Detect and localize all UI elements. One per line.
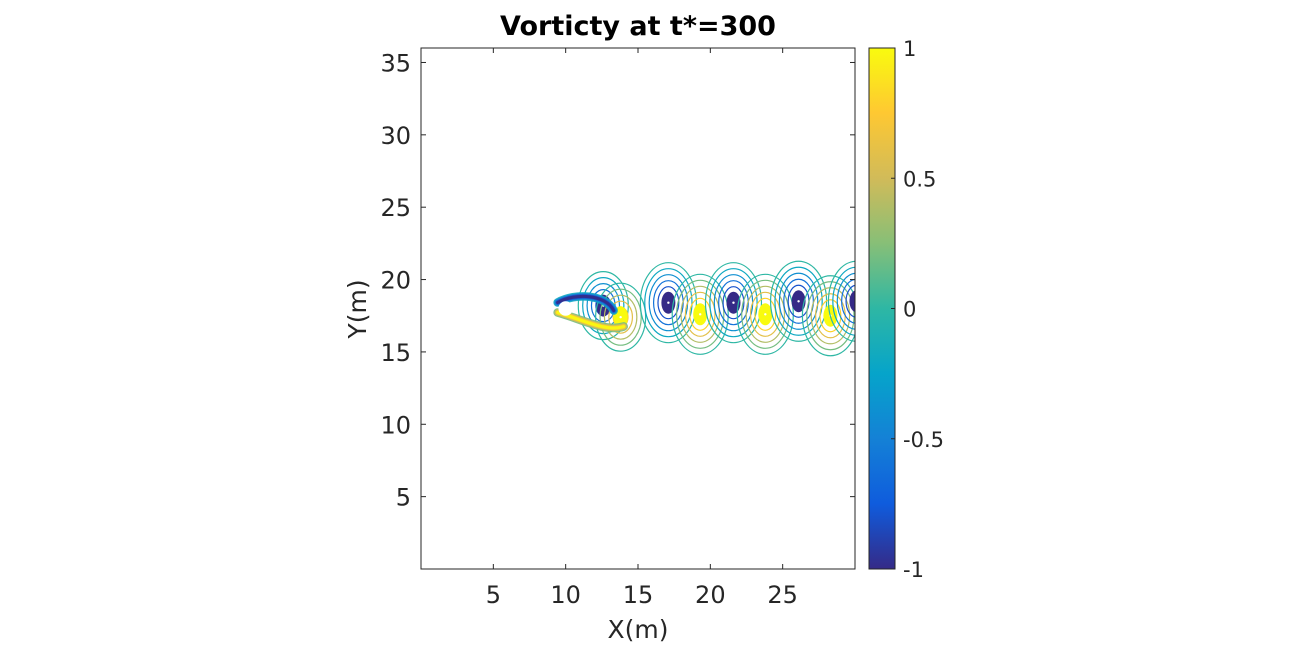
vortex-center-point bbox=[797, 300, 800, 303]
colorbar-tick-label: -0.5 bbox=[903, 428, 944, 452]
contour-line bbox=[722, 286, 745, 320]
contour-line bbox=[832, 266, 855, 336]
contour-line bbox=[657, 286, 680, 320]
y-tick-label: 10 bbox=[380, 411, 411, 439]
vortex-center-point bbox=[667, 301, 670, 304]
shear-layer-contour bbox=[556, 294, 616, 312]
y-tick-label: 20 bbox=[380, 267, 411, 295]
contour-line bbox=[704, 262, 763, 344]
colorbar-tick-label: 0 bbox=[903, 298, 916, 322]
y-axis-ticks: 5 10 15 20 25 30 35 bbox=[380, 49, 855, 512]
y-tick-label: 15 bbox=[380, 339, 411, 367]
y-tick-label: 35 bbox=[380, 49, 411, 77]
contour-line bbox=[774, 266, 823, 336]
contour-line bbox=[599, 288, 642, 346]
contour-line bbox=[745, 285, 786, 343]
plot-area bbox=[421, 48, 855, 569]
x-axis-ticks: 5 10 15 20 25 bbox=[486, 48, 798, 609]
contour-line bbox=[749, 291, 781, 337]
vortex-contour-group bbox=[827, 260, 857, 342]
vortex-center-point bbox=[732, 301, 735, 304]
contour-line bbox=[841, 278, 855, 324]
colorbar-tick-label: 1 bbox=[903, 37, 916, 61]
vortex-contour-group bbox=[736, 273, 794, 355]
contour-line bbox=[671, 273, 729, 355]
contour-line bbox=[836, 272, 855, 330]
x-axis-label: X(m) bbox=[608, 615, 669, 644]
vortex-contour-group bbox=[671, 273, 729, 355]
chart-title: Vorticty at t*=300 bbox=[500, 11, 776, 42]
colorbar bbox=[868, 47, 896, 570]
cylinder bbox=[558, 301, 573, 316]
colorbar-tick-label: 0.5 bbox=[903, 167, 936, 191]
contour-line bbox=[595, 282, 647, 352]
colorbar-ticks: 1 0.5 0 -0.5 -1 bbox=[891, 37, 944, 582]
contour-line bbox=[709, 268, 758, 338]
contour-line bbox=[845, 284, 855, 318]
x-tick-label: 5 bbox=[486, 581, 501, 609]
vortex-center-point bbox=[855, 300, 857, 302]
contour-line bbox=[801, 275, 855, 357]
contour-line bbox=[806, 281, 855, 351]
vortex-center-point bbox=[619, 315, 622, 319]
y-tick-label: 5 bbox=[396, 484, 411, 512]
contour-line bbox=[741, 279, 790, 349]
y-axis-label: Y(m) bbox=[343, 279, 372, 339]
contour-line bbox=[639, 262, 697, 344]
vortex-core bbox=[849, 290, 855, 313]
contour-line bbox=[603, 294, 638, 340]
contour-line bbox=[644, 268, 693, 338]
contour-line bbox=[676, 279, 725, 349]
vortex-center-point bbox=[699, 313, 702, 316]
y-tick-label: 30 bbox=[380, 122, 411, 150]
x-tick-label: 25 bbox=[767, 581, 798, 609]
vortex-contour-group bbox=[704, 262, 763, 344]
x-tick-label: 15 bbox=[623, 581, 654, 609]
x-tick-label: 10 bbox=[550, 581, 581, 609]
vortex-center-point bbox=[764, 313, 767, 316]
contour-line bbox=[680, 285, 721, 343]
y-tick-label: 25 bbox=[380, 194, 411, 222]
contour-line bbox=[608, 300, 634, 334]
contour-line bbox=[827, 260, 855, 342]
contour-line bbox=[819, 299, 842, 333]
contour-line bbox=[778, 272, 819, 330]
contour-line bbox=[684, 291, 716, 337]
contour-line bbox=[754, 297, 777, 331]
colorbar-tick-label: -1 bbox=[903, 558, 924, 582]
x-tick-label: 20 bbox=[695, 581, 726, 609]
